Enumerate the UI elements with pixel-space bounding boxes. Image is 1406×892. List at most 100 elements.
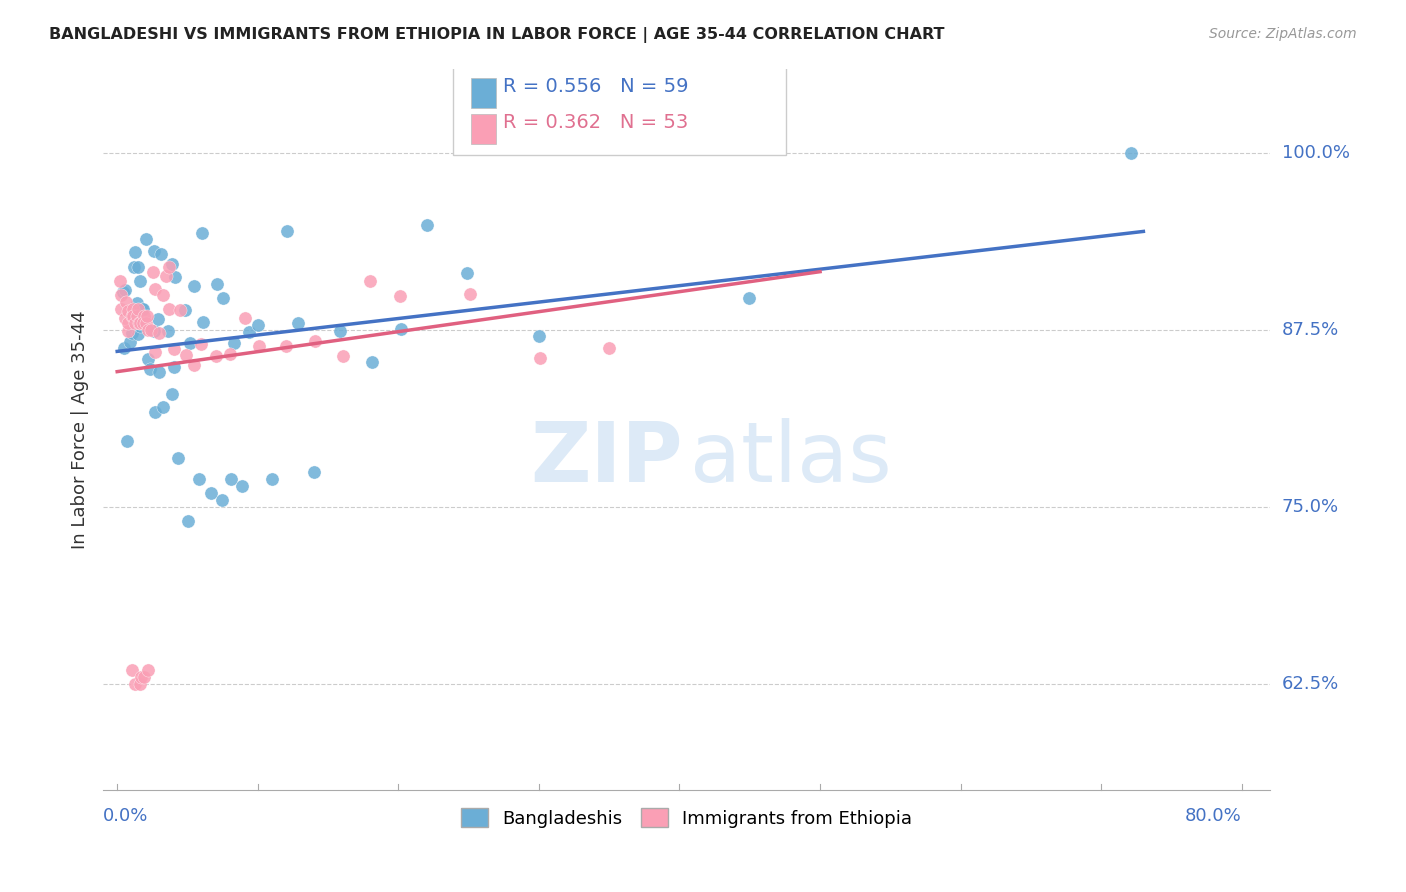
Point <box>157 260 180 275</box>
Point <box>529 351 551 365</box>
Point <box>132 670 155 684</box>
Point <box>112 341 135 355</box>
Point <box>121 326 143 341</box>
Point <box>247 339 270 353</box>
Point <box>304 334 326 348</box>
Point <box>166 450 188 465</box>
Point <box>359 274 381 288</box>
Point <box>132 316 155 330</box>
Point <box>211 492 233 507</box>
Point <box>135 309 157 323</box>
Point <box>129 316 152 330</box>
Point <box>160 257 183 271</box>
Point <box>148 365 170 379</box>
Point <box>127 309 149 323</box>
Point <box>302 465 325 479</box>
Point <box>416 218 439 232</box>
Point <box>114 283 136 297</box>
Point <box>200 486 222 500</box>
Point <box>138 352 160 367</box>
Point <box>1121 146 1143 161</box>
Point <box>211 292 233 306</box>
Point <box>139 362 162 376</box>
Point <box>160 387 183 401</box>
FancyBboxPatch shape <box>471 78 496 108</box>
Text: 62.5%: 62.5% <box>1282 675 1339 693</box>
FancyBboxPatch shape <box>453 65 786 155</box>
Point <box>146 312 169 326</box>
Point <box>129 670 152 684</box>
Point <box>205 349 228 363</box>
Point <box>120 335 142 350</box>
Point <box>127 260 149 274</box>
Point <box>193 315 215 329</box>
Point <box>124 245 146 260</box>
Point <box>139 323 162 337</box>
Point <box>598 341 620 355</box>
Legend: Bangladeshis, Immigrants from Ethiopia: Bangladeshis, Immigrants from Ethiopia <box>454 801 920 835</box>
Point <box>456 266 478 280</box>
Point <box>287 316 309 330</box>
Point <box>238 326 260 340</box>
FancyBboxPatch shape <box>471 114 496 145</box>
Point <box>190 336 212 351</box>
Point <box>121 663 143 677</box>
Point <box>115 434 138 448</box>
Point <box>150 247 173 261</box>
Text: BANGLADESHI VS IMMIGRANTS FROM ETHIOPIA IN LABOR FORCE | AGE 35-44 CORRELATION C: BANGLADESHI VS IMMIGRANTS FROM ETHIOPIA … <box>49 27 945 43</box>
Point <box>135 316 157 330</box>
Point <box>157 302 180 317</box>
Point <box>174 348 197 362</box>
Point <box>132 309 155 323</box>
Point <box>114 310 136 325</box>
Text: 87.5%: 87.5% <box>1282 321 1339 339</box>
Point <box>117 324 139 338</box>
Point <box>121 309 143 323</box>
Point <box>127 301 149 316</box>
Point <box>163 359 186 374</box>
Point <box>152 288 174 302</box>
Point <box>128 677 150 691</box>
Point <box>124 677 146 691</box>
Point <box>152 400 174 414</box>
Point <box>135 232 157 246</box>
Point <box>124 316 146 330</box>
Point <box>389 322 412 336</box>
Text: R = 0.556   N = 59: R = 0.556 N = 59 <box>503 78 689 96</box>
Point <box>142 244 165 258</box>
Point <box>143 345 166 359</box>
Point <box>108 274 131 288</box>
Point <box>191 226 214 240</box>
Point <box>143 283 166 297</box>
Point <box>169 302 191 317</box>
Point <box>127 327 149 342</box>
Point <box>224 336 246 351</box>
Point <box>115 294 138 309</box>
Point <box>125 295 148 310</box>
Point <box>329 324 352 338</box>
Text: 80.0%: 80.0% <box>1185 807 1241 825</box>
Point <box>148 326 170 341</box>
Point <box>156 324 179 338</box>
Text: Source: ZipAtlas.com: Source: ZipAtlas.com <box>1209 27 1357 41</box>
Y-axis label: In Labor Force | Age 35-44: In Labor Force | Age 35-44 <box>72 310 89 549</box>
Point <box>136 663 159 677</box>
Point <box>110 288 132 302</box>
Point <box>332 350 354 364</box>
Point <box>155 268 177 283</box>
Point <box>142 265 165 279</box>
Text: R = 0.362   N = 53: R = 0.362 N = 53 <box>503 113 689 132</box>
Point <box>205 277 228 291</box>
Point <box>117 316 139 330</box>
Text: atlas: atlas <box>690 417 891 499</box>
Point <box>176 514 198 528</box>
Point <box>122 260 145 274</box>
Point <box>117 304 139 318</box>
Point <box>527 329 550 343</box>
Point <box>231 479 253 493</box>
Point <box>458 287 481 301</box>
Point <box>179 336 201 351</box>
Point <box>233 310 256 325</box>
Point <box>112 285 135 300</box>
Point <box>246 318 269 332</box>
